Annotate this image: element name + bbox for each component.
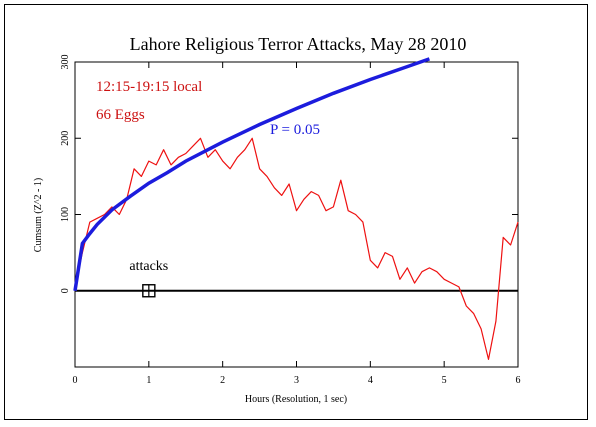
x-tick-label: 4: [368, 375, 373, 386]
probability-envelope-line: [73, 57, 430, 292]
x-tick-label: 5: [442, 375, 447, 386]
x-tick-label: 3: [294, 375, 299, 386]
chart-title: Lahore Religious Terror Attacks, May 28 …: [130, 34, 467, 54]
x-tick-label: 2: [220, 375, 225, 386]
x-tick-label: 6: [516, 375, 521, 386]
cumsum-line: [74, 137, 519, 360]
y-tick-labels: 0 100 200 300: [60, 55, 71, 294]
eggs-count-label: 66 Eggs: [96, 107, 145, 123]
event-label: attacks: [129, 259, 168, 274]
x-tick-label: 0: [73, 375, 78, 386]
x-tick-label: 1: [146, 375, 151, 386]
y-axis-label: Cumsum (Z^2 - 1): [33, 178, 44, 252]
y-tick-label: 200: [60, 131, 71, 146]
probability-label: P = 0.05: [270, 122, 320, 138]
y-tick-label: 300: [60, 55, 71, 70]
y-tick-label: 0: [60, 288, 71, 293]
y-tick-label: 100: [60, 207, 71, 222]
event-marker: [142, 284, 156, 298]
time-window-label: 12:15-19:15 local: [96, 79, 202, 95]
x-axis-label: Hours (Resolution, 1 sec): [245, 394, 347, 405]
chart-frame: [4, 4, 588, 420]
x-tick-labels: 0 1 2 3 4 5 6: [73, 375, 521, 386]
